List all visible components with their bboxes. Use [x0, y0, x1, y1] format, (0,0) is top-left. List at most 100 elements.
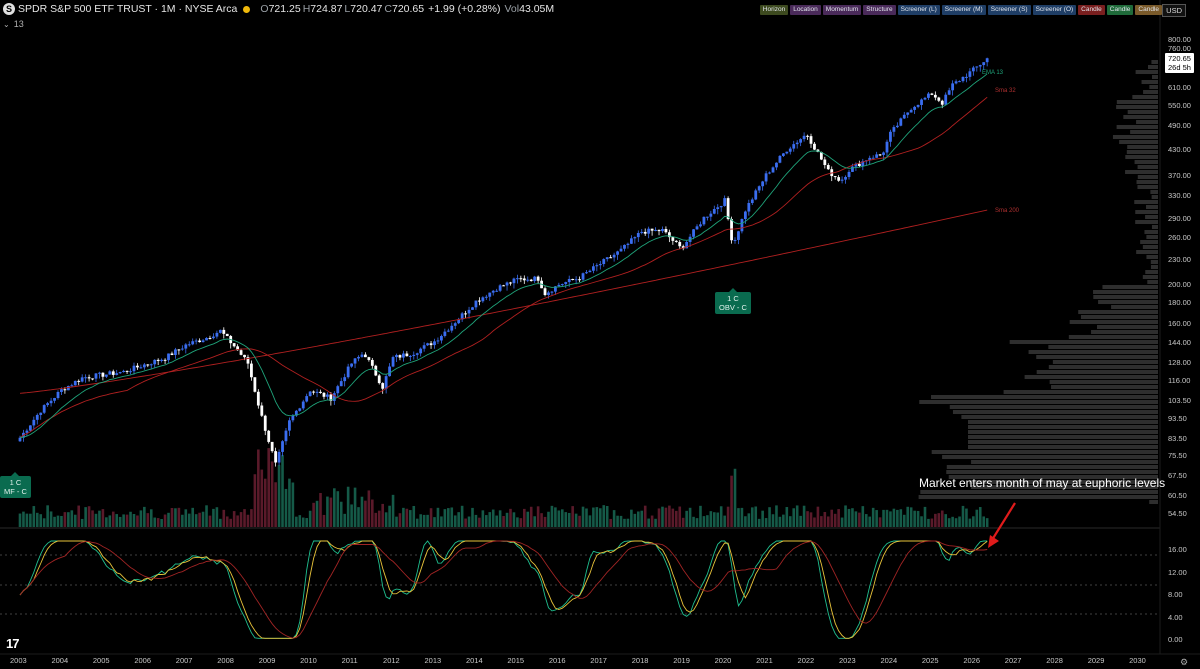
symbol-title[interactable]: SPDR S&P 500 ETF TRUST · 1M · NYSE Arca: [18, 3, 238, 15]
volume-profile-bin: [1028, 350, 1158, 354]
year-tick: 2019: [673, 656, 690, 665]
candle: [225, 333, 229, 337]
volume-profile-bin: [1102, 285, 1158, 289]
volume-profile-bin: [942, 455, 1158, 459]
price-tick: 550.00: [1168, 101, 1191, 111]
volume-bar: [353, 487, 357, 527]
pill-location-1[interactable]: Location: [790, 5, 821, 15]
volume-profile-bin: [931, 450, 1158, 454]
chevron-down-icon[interactable]: ⌄: [3, 19, 10, 29]
price-change: +1.99 (+0.28%): [428, 3, 501, 15]
market-status-icon: [243, 5, 251, 13]
pill-screener-o-7[interactable]: Screener (O): [1032, 5, 1077, 15]
volume-bar: [626, 518, 630, 527]
candle: [118, 372, 122, 374]
price-tick: 180.00: [1168, 298, 1191, 308]
volume-bar: [699, 505, 702, 527]
high-label: H: [302, 3, 311, 15]
volume-bar: [187, 513, 191, 527]
candle: [426, 343, 429, 346]
volume-profile-bin: [1146, 235, 1158, 239]
candle: [775, 162, 778, 168]
volume-bar: [972, 516, 975, 527]
candle: [25, 430, 29, 433]
candle: [450, 325, 454, 331]
candle: [315, 391, 319, 393]
volume-bar: [174, 508, 177, 527]
volume-bar: [754, 506, 758, 527]
pill-candle-9[interactable]: Candle: [1106, 5, 1134, 15]
last-price-label: 720.65 26d 5h: [1165, 53, 1194, 73]
year-tick: 2026: [963, 656, 981, 665]
year-tick: 2015: [507, 656, 525, 665]
price-tick: 760.00: [1168, 44, 1191, 53]
volume-bar: [450, 507, 454, 527]
volume-bar: [550, 505, 554, 527]
candle: [184, 344, 188, 349]
volume-bar: [944, 514, 948, 527]
volume-bar: [415, 518, 419, 527]
candle: [277, 451, 281, 463]
pill-structure-3[interactable]: Structure: [863, 5, 896, 15]
candle: [740, 219, 744, 232]
pill-candle-10[interactable]: Candle: [1135, 5, 1162, 15]
volume-bar: [232, 511, 236, 527]
volume-bar: [215, 507, 219, 527]
volume-bar: [56, 515, 60, 527]
candle: [422, 345, 426, 349]
volume-bar: [333, 488, 336, 527]
price-tick: 260.00: [1168, 233, 1191, 243]
volume-bar: [744, 516, 747, 527]
candle: [332, 393, 336, 401]
volume-bar: [813, 517, 816, 527]
volume-bar: [927, 518, 930, 527]
candle: [367, 357, 371, 360]
volume-profile-bin: [1145, 270, 1158, 274]
volume-bar: [160, 518, 163, 527]
indicator-toggle[interactable]: ⌄ 13: [3, 19, 24, 29]
candle: [391, 357, 395, 367]
candle: [91, 378, 94, 380]
candle: [730, 219, 733, 241]
volume-bar: [709, 511, 713, 527]
volume-profile-bin: [1024, 375, 1158, 379]
annotation-text: Market enters month of may at euphoric l…: [919, 476, 1166, 490]
volume-bar: [578, 515, 581, 527]
volume-bar: [643, 505, 647, 527]
pill-horizon-0[interactable]: Horizon: [759, 5, 789, 15]
volume-profile-bin: [1137, 175, 1158, 179]
tradingview-logo-icon[interactable]: 17: [6, 636, 20, 651]
candle: [778, 155, 782, 163]
candle: [218, 329, 222, 333]
pill-candle-8[interactable]: Candle: [1078, 5, 1105, 15]
signal-tag-mf[interactable]: 1 C MF - C: [0, 472, 31, 498]
osc-tick: 0.00: [1168, 635, 1183, 644]
candle: [263, 415, 267, 431]
volume-bar: [847, 508, 851, 527]
candle: [557, 284, 561, 287]
candle: [799, 139, 803, 143]
volume-profile-bin: [971, 460, 1158, 464]
pill-momentum-2[interactable]: Momentum: [822, 5, 862, 15]
gear-icon[interactable]: ⚙: [1180, 657, 1189, 667]
pill-screener-s-6[interactable]: Screener (S): [987, 5, 1031, 15]
volume-bar: [885, 509, 889, 527]
pill-screener-m-5[interactable]: Screener (M): [941, 5, 986, 15]
candle: [115, 373, 119, 375]
volume-bar: [60, 515, 63, 527]
volume-bar: [260, 469, 264, 527]
pill-screener-l-4[interactable]: Screener (L): [897, 5, 940, 15]
candle: [488, 292, 492, 297]
volume-bar: [391, 494, 395, 527]
candle: [35, 414, 39, 420]
volume-bar: [129, 511, 132, 527]
candle: [412, 354, 416, 356]
currency-button[interactable]: USD: [1162, 4, 1186, 17]
volume-profile-bin: [1048, 365, 1158, 369]
candle: [723, 198, 727, 206]
volume-bar: [381, 503, 384, 527]
volume-bar: [516, 517, 519, 527]
signal-tag-obv[interactable]: 1 C OBV - C: [715, 288, 751, 314]
candle: [553, 286, 557, 292]
